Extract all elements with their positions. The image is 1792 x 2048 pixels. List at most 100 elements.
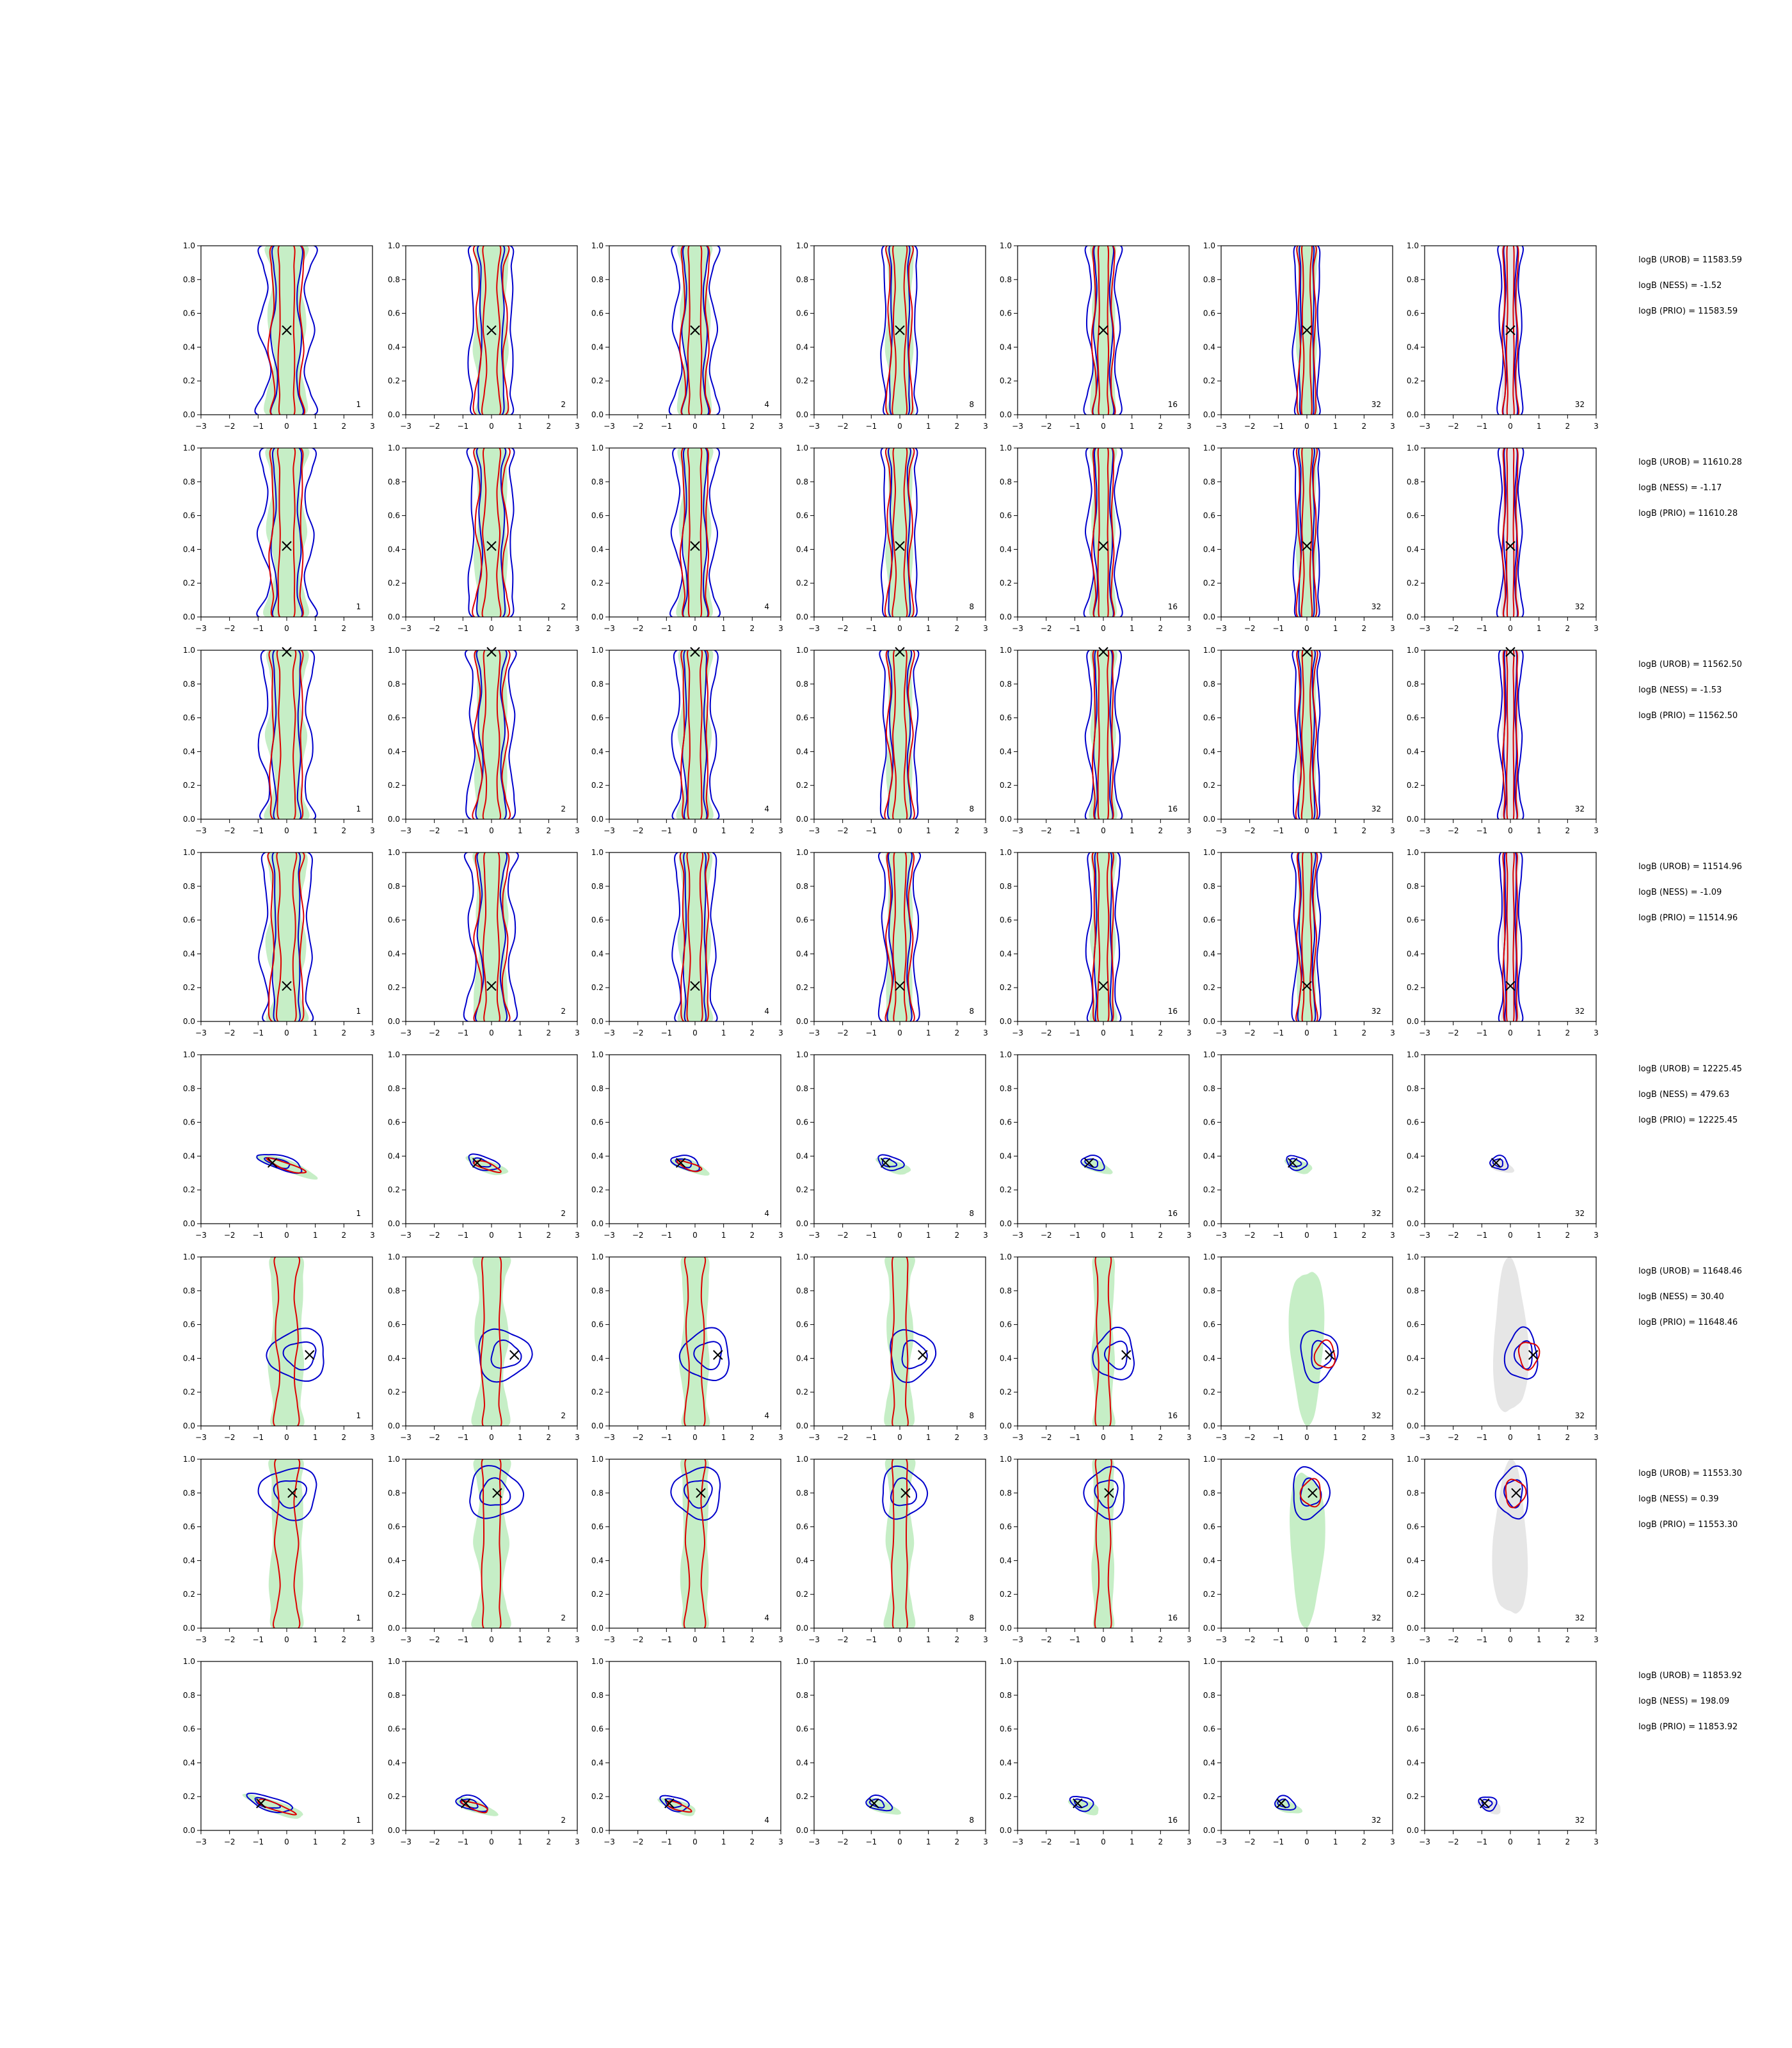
x-tick-label: 1 — [926, 1837, 931, 1846]
x-tick-label: 3 — [575, 826, 580, 835]
contour-model-a-outer — [1291, 852, 1322, 1021]
contour-model-b-inner — [1300, 448, 1313, 617]
x-tick-label: 2 — [955, 1635, 960, 1644]
x-tick-label: −3 — [1419, 1433, 1430, 1442]
contour-model-b-outer — [1501, 246, 1520, 415]
panel-r7-c3: −3 −2 −1 0 1 2 3 0.0 0.2 0.4 0.6 0.8 1.0 4 — [591, 1455, 783, 1644]
y-tick-label: 0.0 — [796, 612, 808, 621]
x-tick-label: 0 — [489, 1231, 494, 1240]
panel-r6-c7: −3 −2 −1 0 1 2 3 0.0 0.2 0.4 0.6 0.8 1.0 32 — [1407, 1252, 1599, 1442]
y-tick-label: 0.6 — [591, 1725, 604, 1734]
y-tick-label: 0.4 — [591, 545, 604, 554]
x-tick-label: 3 — [1390, 1635, 1395, 1644]
x-tick-label: 2 — [955, 624, 960, 633]
panel-corner-label: 16 — [1168, 1411, 1178, 1420]
contour-model-b-inner — [892, 650, 908, 819]
logb-ness-row3: logB (NESS) = -1.53 — [1638, 685, 1722, 695]
x-tick-label: −1 — [252, 1837, 264, 1846]
axes-frame — [1220, 1054, 1393, 1224]
panel-r4-c3: −3 −2 −1 0 1 2 3 0.0 0.2 0.4 0.6 0.8 1.0 4 — [591, 848, 783, 1037]
logb-ness-row2: logB (NESS) = -1.17 — [1638, 483, 1722, 493]
panel-corner-label: 8 — [969, 1613, 974, 1622]
y-tick-label: 0.0 — [591, 1219, 604, 1228]
contour-model-a-outer — [257, 1467, 317, 1521]
panel-corner-label: 16 — [1168, 602, 1178, 611]
x-tick-label: 0 — [284, 1433, 289, 1442]
true-value-marker — [895, 646, 905, 657]
x-tick-label: −1 — [457, 1635, 468, 1644]
contour-model-a-outer — [1494, 1465, 1529, 1520]
x-tick-label: 3 — [1390, 1433, 1395, 1442]
x-tick-label: 1 — [518, 624, 523, 633]
true-value-marker — [690, 646, 700, 657]
contour-model-b-outer — [267, 246, 306, 415]
y-tick-label: 0.2 — [591, 781, 604, 790]
y-tick-label: 0.8 — [1203, 1489, 1215, 1498]
y-tick-label: 0.2 — [1203, 376, 1215, 385]
y-tick-label: 1.0 — [1407, 1657, 1419, 1666]
x-tick-label: 1 — [926, 1028, 931, 1037]
x-tick-label: −1 — [1476, 1635, 1487, 1644]
y-tick-label: 0.8 — [1203, 1084, 1215, 1093]
contour-model-a-inner — [675, 1158, 692, 1169]
contour-model-a-outer — [258, 852, 314, 1021]
reference-density-fill — [471, 1459, 511, 1628]
x-tick-label: 1 — [1130, 1635, 1135, 1644]
panel-r6-c4: −3 −2 −1 0 1 2 3 0.0 0.2 0.4 0.6 0.8 1.0 8 — [796, 1252, 988, 1442]
x-tick-label: 1 — [1537, 624, 1542, 633]
y-tick-label: 0.2 — [591, 579, 604, 588]
x-tick-label: 0 — [692, 1837, 698, 1846]
true-value-marker — [1505, 980, 1516, 991]
y-tick-label: 0.8 — [183, 1691, 195, 1700]
true-value-marker — [1528, 1350, 1539, 1360]
y-tick-label: 0.6 — [1203, 1523, 1215, 1532]
x-tick-label: 2 — [1158, 422, 1164, 431]
x-tick-label: −2 — [837, 1635, 849, 1644]
x-tick-label: 0 — [1101, 1028, 1106, 1037]
x-tick-label: 3 — [370, 624, 375, 633]
y-tick-label: 0.6 — [796, 309, 808, 318]
panel-r7-c4: −3 −2 −1 0 1 2 3 0.0 0.2 0.4 0.6 0.8 1.0 8 — [796, 1455, 988, 1644]
logb-prio-row6: logB (PRIO) = 11648.46 — [1638, 1318, 1738, 1327]
x-tick-label: 3 — [778, 624, 783, 633]
y-tick-label: 0.6 — [1203, 1725, 1215, 1734]
y-tick-label: 0.0 — [388, 1017, 400, 1026]
panel-corner-label: 2 — [561, 1007, 566, 1016]
x-tick-label: 1 — [926, 826, 931, 835]
contour-model-a-outer — [1496, 448, 1524, 617]
contour-model-a-outer — [1274, 1795, 1297, 1811]
panel-r4-c7: −3 −2 −1 0 1 2 3 0.0 0.2 0.4 0.6 0.8 1.0 32 — [1407, 848, 1599, 1037]
x-tick-label: 0 — [1304, 1837, 1309, 1846]
contour-model-a-outer — [254, 246, 319, 415]
true-value-marker — [895, 325, 905, 335]
y-tick-label: 0.0 — [1203, 1219, 1215, 1228]
y-tick-label: 0.0 — [388, 1219, 400, 1228]
true-value-marker — [1505, 325, 1516, 335]
y-tick-label: 0.6 — [591, 1320, 604, 1329]
x-tick-label: 3 — [983, 1837, 988, 1846]
x-tick-label: −2 — [1448, 422, 1459, 431]
x-tick-label: −3 — [400, 422, 412, 431]
true-value-marker — [918, 1350, 928, 1360]
x-tick-label: −3 — [195, 826, 207, 835]
panel-corner-label: 16 — [1168, 804, 1178, 813]
panel-r6-c5: −3 −2 −1 0 1 2 3 0.0 0.2 0.4 0.6 0.8 1.0 16 — [1000, 1252, 1192, 1442]
x-tick-label: 0 — [897, 1231, 902, 1240]
y-tick-label: 1.0 — [183, 1657, 195, 1666]
x-tick-label: −2 — [632, 1837, 644, 1846]
contour-model-a-outer — [1080, 1155, 1105, 1171]
x-tick-label: 0 — [1508, 422, 1513, 431]
x-tick-label: 0 — [692, 1028, 698, 1037]
y-tick-label: 0.4 — [1203, 342, 1215, 351]
panel-corner-label: 4 — [764, 1007, 769, 1016]
y-tick-label: 0.8 — [1407, 1286, 1419, 1295]
y-tick-label: 0.0 — [183, 815, 195, 824]
contour-model-a-outer — [1286, 1155, 1308, 1171]
x-tick-label: −2 — [632, 1433, 644, 1442]
contour-model-a-inner — [271, 650, 302, 819]
reference-density-fill — [883, 1459, 916, 1628]
y-tick-label: 0.6 — [1407, 916, 1419, 925]
y-tick-label: 0.0 — [1000, 1624, 1012, 1633]
x-tick-label: 1 — [721, 826, 726, 835]
y-tick-label: 0.6 — [183, 1523, 195, 1532]
